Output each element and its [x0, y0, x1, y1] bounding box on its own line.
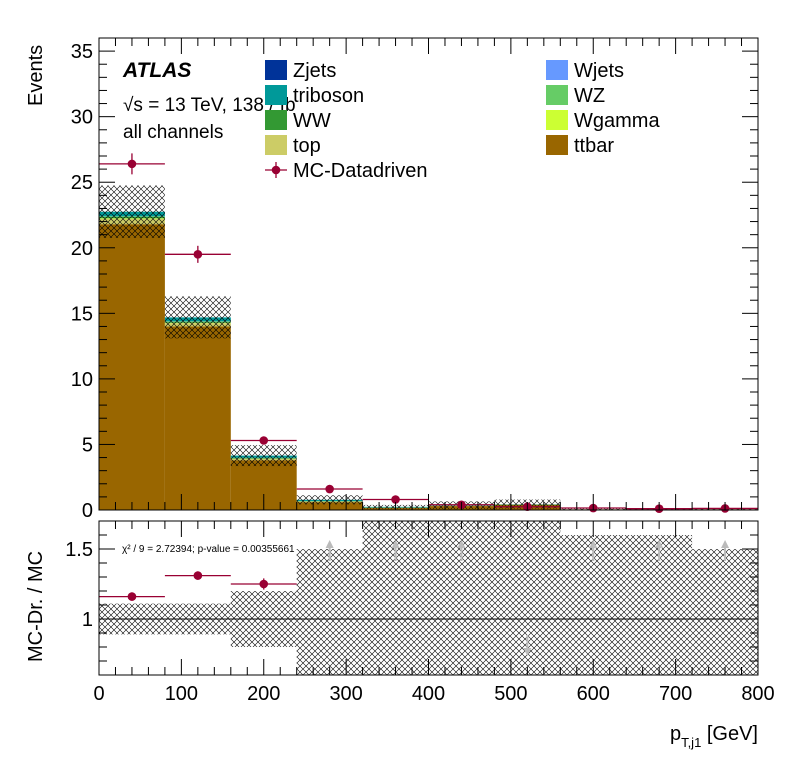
legend: Zjets triboson WW top MC-Datadriven Wjets WZ Wg…: [265, 60, 660, 182]
legend-label-Wjets: Wjets: [574, 60, 624, 82]
legend-marker: [271, 165, 281, 175]
offscale-arrow-up-head: [589, 540, 598, 548]
legend-label-Zjets: Zjets: [293, 60, 336, 82]
energy-lumi-label: √s = 13 TeV, 138 / fb: [123, 95, 296, 116]
offscale-arrow-up-head: [721, 540, 730, 548]
legend-label-WZ: WZ: [574, 85, 605, 107]
data-point: [193, 250, 203, 259]
y-tick-label: 25: [71, 172, 93, 194]
legend-label-Wgamma: Wgamma: [574, 110, 660, 132]
ratio-band-bin: [692, 549, 758, 675]
legend-label-MC-Datadriven: MC-Datadriven: [293, 160, 427, 182]
x-tick-label: 400: [412, 683, 445, 705]
legend-swatch-WZ: [546, 85, 568, 105]
legend-swatch-triboson: [265, 85, 287, 105]
legend-swatch-WW: [265, 110, 287, 130]
y-tick-label: 5: [82, 434, 93, 456]
mc-uncertainty-bin: [99, 185, 165, 238]
x-axis: 0 100 200 300 400 500 600 700 800: [93, 521, 775, 705]
y-tick-label: 0: [82, 500, 93, 522]
mc-uncertainty-bin: [164, 296, 231, 339]
ratio-points: [99, 571, 297, 601]
ratio-y-tick-label: 1: [82, 609, 93, 631]
ratio-y-axis-label: MC-Dr. / MC: [25, 551, 47, 662]
channel-label: all channels: [123, 122, 223, 143]
x-tick-label: 800: [741, 683, 774, 705]
main-y-axis: 0 5 10 15 20 25 30 35: [71, 41, 758, 522]
ratio-y-tick-label: 1.5: [65, 539, 93, 561]
offscale-arrow-up-head: [655, 540, 664, 548]
main-panel: 0 5 10 15 20 25 30 35 Events ATLAS √s = 13 TeV,…: [25, 37, 759, 522]
data-point: [391, 495, 400, 504]
legend-label-triboson: triboson: [293, 85, 364, 107]
data-point: [325, 484, 334, 494]
legend-label-ttbar: ttbar: [574, 135, 614, 157]
x-tick-label: 600: [577, 683, 610, 705]
atlas-label: ATLAS: [122, 59, 191, 82]
y-tick-label: 10: [71, 369, 93, 391]
x-tick-label: 0: [93, 683, 104, 705]
x-tick-label: 500: [494, 683, 527, 705]
ratio-y-axis: 11.5: [65, 534, 758, 662]
legend-swatch-top: [265, 135, 287, 155]
ratio-point: [127, 592, 137, 601]
main-x-ticks: [98, 38, 759, 510]
x-tick-label: 300: [329, 683, 362, 705]
y-tick-label: 15: [71, 303, 93, 325]
x-tick-label: 700: [659, 683, 692, 705]
y-tick-label: 20: [71, 238, 93, 260]
offscale-arrow-up-head: [457, 540, 466, 548]
y-tick-label: 30: [71, 107, 93, 129]
offscale-arrow-up-head: [391, 540, 400, 548]
legend-swatch-Wgamma: [546, 110, 568, 130]
offscale-arrow-down-head: [523, 648, 532, 656]
main-y-axis-label: Events: [25, 45, 47, 106]
bar-ttbar: [99, 224, 165, 510]
x-tick-label: 100: [165, 683, 198, 705]
ratio-annotation: χ² / 9 = 2.72394; p-value = 0.00355661: [122, 544, 295, 555]
ratio-offscale-arrows: [325, 540, 730, 656]
ratio-panel: 11.5 0 100 200 300 400 500 600 700 800 χ² / 9 = …: [25, 520, 775, 750]
ratio-point: [193, 571, 203, 580]
legend-swatch-Zjets: [265, 60, 287, 80]
bar-ttbar: [164, 326, 231, 510]
legend-label-top: top: [293, 135, 321, 157]
y-tick-label: 35: [71, 41, 93, 63]
legend-swatch-Wjets: [546, 60, 568, 80]
ratio-band-bin: [296, 549, 363, 675]
x-tick-label: 200: [247, 683, 280, 705]
offscale-arrow-up-head: [325, 540, 334, 548]
mc-uncertainty-bin: [296, 495, 363, 505]
ratio-point: [259, 579, 269, 589]
data-point: [127, 159, 137, 169]
legend-swatch-ttbar: [546, 135, 568, 155]
x-axis-label: pT,j1 [GeV]: [670, 723, 758, 750]
data-point: [259, 436, 269, 445]
legend-label-WW: WW: [293, 110, 331, 132]
mc-uncertainty-bin: [230, 445, 297, 467]
